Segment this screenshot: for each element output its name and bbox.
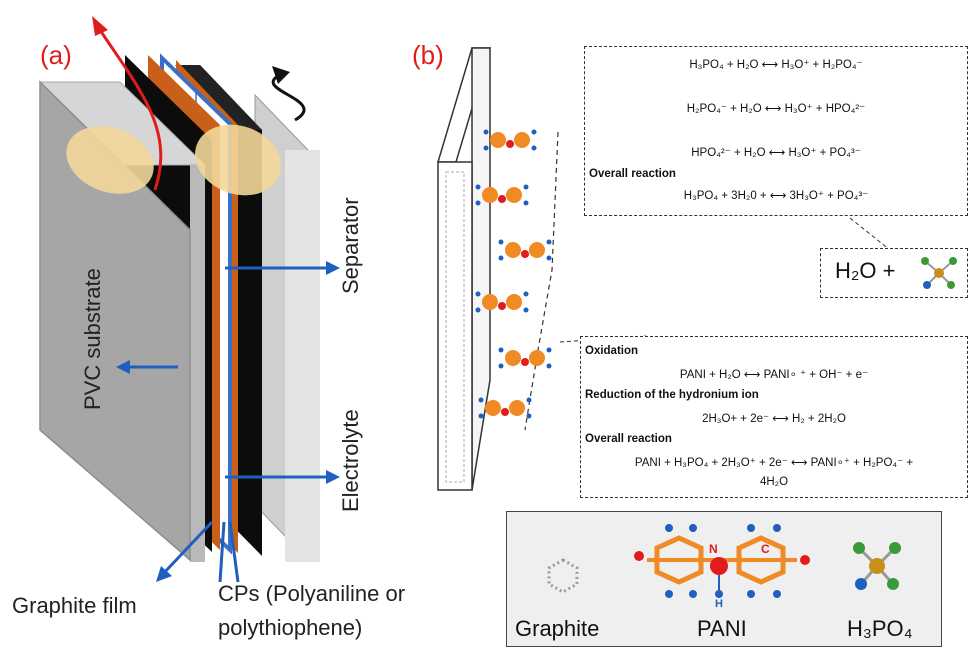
pani-molecule-1 (483, 129, 537, 151)
legend-box: N C H Graphite PANI H₃PO₄ (506, 511, 942, 647)
panel-b-label: (b) (412, 40, 444, 70)
reduction-heading: Reduction of the hydronium ion (585, 389, 759, 401)
water-plus-label: H₂O + (835, 258, 896, 283)
water-h3po4-box: H₂O + (820, 248, 968, 298)
pani-molecule-4 (475, 291, 529, 313)
pani-molecule-3 (498, 239, 552, 261)
pani-molecule-5 (498, 347, 552, 369)
pvc-front-face (40, 82, 190, 560)
dissociation-eq-2: H₂PO₄⁻ + H₂O ⟷ H₃O⁺ + HPO₄²⁻ (686, 103, 866, 115)
pani-c-atom-label: C (761, 542, 770, 556)
legend-h3po4-label: H₃PO₄ (847, 616, 913, 641)
black-flow-arrow (271, 73, 306, 122)
pvc-substrate-label: PVC substrate (80, 268, 105, 410)
dissociation-eq-overall: H₃PO₄ + 3H₂0 + ⟷ 3H₃O⁺ + PO₄³⁻ (683, 190, 869, 202)
legend-graphite-label: Graphite (515, 616, 600, 641)
right-graphite-top (175, 65, 262, 130)
reduction-eq: 2H₃O+ + 2e⁻ ⟷ H₂ + 2H₂O (702, 413, 846, 425)
separator-label: Separator (338, 197, 363, 294)
overall-reaction-heading-1: Overall reaction (589, 168, 676, 180)
dissociation-equations-box: H₃PO₄ + H₂O ⟷ H₃O⁺ + H₂PO₄⁻ H₂PO₄⁻ + H₂O… (584, 46, 968, 216)
red-flow-arrow (98, 29, 163, 191)
cps-pointer-2 (228, 521, 240, 583)
supercapacitor-stack-diagram (38, 16, 340, 583)
pani-structure-icon (634, 524, 810, 598)
pani-molecule-6 (478, 397, 532, 419)
electrolyte-left-blob (66, 126, 154, 194)
dissociation-eq-1: H₃PO₄ + H₂O ⟷ H₃O⁺ + H₂PO₄⁻ (689, 59, 863, 71)
graphite-film-label: Graphite film (12, 593, 137, 618)
h3po4-legend-icon (853, 542, 901, 590)
overall-reaction-heading-2: Overall reaction (585, 433, 672, 445)
pani-h-atom-label: H (715, 598, 723, 610)
redox-equations-box: Oxidation PANI + H₂O ⟷ PANI∘ ⁺ + OH⁻ + e… (580, 336, 968, 498)
panel-a-label: (a) (40, 40, 72, 70)
graphite-electrode-side (471, 47, 491, 491)
graphite-electrode-face (437, 161, 473, 491)
graphite-pointer (160, 520, 214, 577)
right-collector-face (285, 150, 320, 562)
pani-molecule-2 (475, 184, 529, 206)
oxidation-heading: Oxidation (585, 345, 639, 357)
electrolyte-label: Electrolyte (338, 409, 363, 512)
legend-pani-label: PANI (697, 616, 747, 641)
overall-redox-eq-line2: 4H₂O (759, 476, 789, 488)
graphite-ring-icon (547, 558, 579, 594)
dissociation-eq-3: HPO₄²⁻ + H₂O ⟷ H₃O⁺ + PO₄³⁻ (691, 147, 861, 159)
cps-label-line1: CPs (Polyaniline or (218, 581, 406, 606)
pvc-side-face (190, 165, 205, 562)
cps-pointer-1 (218, 521, 226, 583)
pani-n-atom-label: N (709, 542, 718, 556)
electrode-molecule-diagram (436, 47, 559, 491)
graphite-lattice (445, 171, 465, 483)
overall-redox-eq-line1: PANI + H₃PO₄ + 2H₃O⁺ + 2e⁻ ⟷ PANI∘⁺ + H₂… (634, 457, 914, 469)
electrolyte-right-blob (195, 124, 281, 196)
cps-label-line2: polythiophene) (218, 615, 363, 640)
h3po4-molecule-icon (921, 257, 957, 289)
oxidation-eq: PANI + H₂O ⟷ PANI∘ ⁺ + OH⁻ + e⁻ (679, 369, 869, 381)
